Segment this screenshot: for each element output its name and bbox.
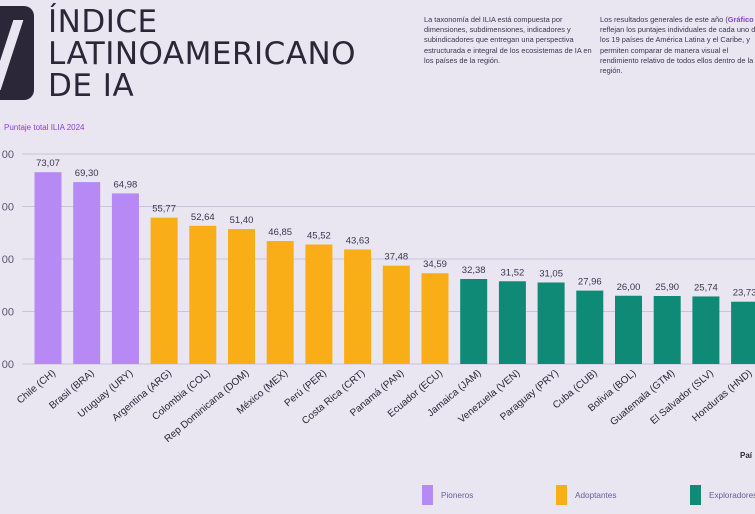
legend-label-exploradores: Exploradores <box>709 490 755 500</box>
bar-19[interactable] <box>731 301 755 364</box>
value-label-11: 34,59 <box>423 259 447 270</box>
value-label-4: 55,77 <box>152 204 176 215</box>
value-label-10: 37,48 <box>384 252 408 263</box>
value-label-14: 31,05 <box>539 268 563 279</box>
y-tick-label: 00 <box>2 149 14 161</box>
value-label-19: 23,73 <box>733 288 755 299</box>
value-label-18: 25,74 <box>694 282 718 293</box>
bar-5[interactable] <box>189 225 217 364</box>
bar-1[interactable] <box>34 172 62 364</box>
bar-13[interactable] <box>498 281 526 364</box>
value-label-17: 25,90 <box>655 282 679 293</box>
legend-label-adoptantes: Adoptantes <box>575 490 617 500</box>
value-label-7: 46,85 <box>268 227 292 238</box>
legend-swatch-adoptantes <box>556 485 567 505</box>
bar-11[interactable] <box>421 273 449 364</box>
y-tick-label: 00 <box>2 307 14 319</box>
bar-4[interactable] <box>150 217 178 364</box>
legend-label-pioneros: Pioneros <box>441 490 474 500</box>
value-label-9: 43,63 <box>346 235 370 246</box>
bar-16[interactable] <box>615 295 642 364</box>
x-axis-title: Paí <box>740 451 753 460</box>
value-label-1: 73,07 <box>36 158 60 169</box>
category-label-17: Guatemala (GTM) <box>608 368 677 428</box>
title-line-2: LATINOAMERICANO <box>48 36 357 72</box>
bar-10[interactable] <box>382 265 410 364</box>
bar-3[interactable] <box>111 193 139 364</box>
title-line-3: DE IA <box>48 68 135 104</box>
legend-item-exploradores: Exploradores <box>690 485 755 505</box>
value-label-13: 31,52 <box>501 267 525 278</box>
value-label-3: 64,98 <box>114 179 138 190</box>
bar-8[interactable] <box>305 244 333 364</box>
intro-paragraph-results: Los resultados generales de este año (Gr… <box>600 15 755 76</box>
title-line-1: ÍNDICE <box>48 4 158 40</box>
value-label-15: 27,96 <box>578 277 602 288</box>
value-label-8: 45,52 <box>307 231 331 242</box>
legend-item-adoptantes: Adoptantes <box>556 485 616 505</box>
y-tick-label: 00 <box>2 359 14 371</box>
value-label-2: 69,30 <box>75 168 99 179</box>
chart-title: Puntaje total ILIA 2024 <box>4 123 85 132</box>
y-tick-label: 00 <box>2 254 14 266</box>
value-label-6: 51,40 <box>230 215 254 226</box>
bar-17[interactable] <box>653 296 681 364</box>
intro-results-text-end: ), reflejan los puntajes individuales de… <box>600 25 755 76</box>
bar-7[interactable] <box>266 241 294 364</box>
value-label-16: 26,00 <box>617 282 641 293</box>
bar-18[interactable] <box>692 296 720 364</box>
value-label-12: 32,38 <box>462 265 486 276</box>
chart-reference-link[interactable]: Gráfico 1 <box>727 15 755 24</box>
brand-logo-block <box>0 6 34 100</box>
bar-15[interactable] <box>576 290 604 364</box>
report-title: ÍNDICE LATINOAMERICANO DE IA <box>48 6 356 102</box>
value-label-5: 52,64 <box>191 212 215 223</box>
intro-results-text-start: Los resultados generales de este año ( <box>600 15 728 24</box>
legend-swatch-exploradores <box>690 485 701 505</box>
bar-6[interactable] <box>228 229 255 364</box>
legend-swatch-pioneros <box>422 485 433 505</box>
intro-paragraph-taxonomy: La taxonomía del ILIA está compuesta por… <box>424 15 592 65</box>
y-tick-label: 00 <box>2 202 14 214</box>
bar-14[interactable] <box>537 282 565 364</box>
bar-9[interactable] <box>344 249 372 364</box>
legend-item-pioneros: Pioneros <box>422 485 473 505</box>
bar-2[interactable] <box>73 182 101 364</box>
bar-12[interactable] <box>460 279 488 364</box>
